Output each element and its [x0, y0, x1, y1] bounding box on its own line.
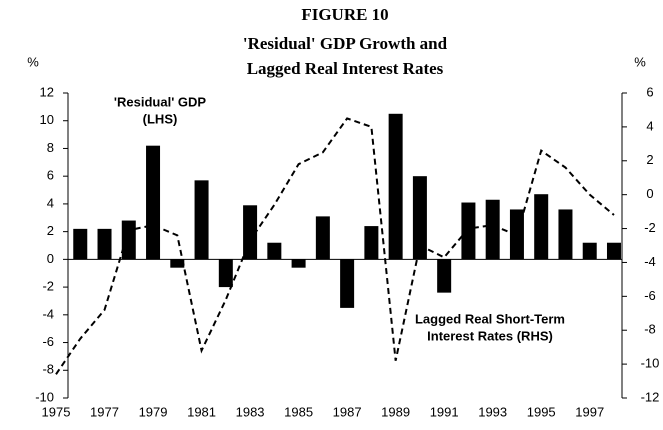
y2-axis-label: %	[634, 54, 646, 69]
bar	[534, 194, 549, 260]
bar	[412, 176, 427, 260]
bar	[485, 199, 500, 260]
bar	[218, 259, 233, 288]
y2-tick-label: 4	[646, 118, 653, 133]
y-tick-label: 10	[40, 112, 54, 127]
y2-tick-label: 2	[646, 152, 653, 167]
bar	[388, 113, 403, 260]
x-tick-label: 1989	[381, 404, 410, 419]
y-tick-label: 0	[47, 251, 54, 266]
bar	[121, 220, 136, 260]
bar	[146, 145, 161, 260]
y-tick-label: -10	[35, 389, 54, 404]
y2-tick-label: -4	[644, 254, 656, 269]
x-tick-label: 1995	[527, 404, 556, 419]
annotation: Interest Rates (RHS)	[427, 328, 553, 343]
y-tick-label: 12	[40, 84, 54, 99]
line	[55, 117, 615, 375]
y2-tick-label: -6	[644, 288, 656, 303]
chart-title: FIGURE 10	[301, 5, 388, 24]
y-tick-label: 6	[47, 168, 54, 183]
annotation: 'Residual' GDP	[114, 94, 206, 109]
y2-tick-label: -12	[641, 389, 660, 404]
bar	[267, 242, 282, 260]
y-tick-label: -8	[42, 362, 54, 377]
bar	[558, 209, 573, 260]
x-tick-label: 1981	[187, 404, 216, 419]
x-tick-label: 1985	[284, 404, 313, 419]
bar	[315, 216, 330, 260]
annotation: (LHS)	[143, 111, 178, 126]
bar	[243, 205, 258, 260]
bar	[364, 226, 379, 260]
x-tick-label: 1997	[575, 404, 604, 419]
bar	[170, 259, 185, 268]
x-tick-label: 1983	[236, 404, 265, 419]
y-axis-label: %	[27, 54, 39, 69]
chart-title: Lagged Real Interest Rates	[247, 59, 444, 78]
y-tick-label: -6	[42, 334, 54, 349]
bar	[437, 259, 452, 293]
y2-tick-label: -2	[644, 220, 656, 235]
bar	[340, 259, 355, 308]
x-tick-label: 1977	[90, 404, 119, 419]
x-tick-label: 1993	[478, 404, 507, 419]
bar	[194, 180, 209, 260]
y2-tick-label: -10	[641, 356, 660, 371]
y-tick-label: -4	[42, 306, 54, 321]
y2-tick-label: -8	[644, 322, 656, 337]
y2-tick-label: 0	[646, 186, 653, 201]
bar	[606, 242, 621, 260]
chart-title: 'Residual' GDP Growth and	[243, 34, 448, 53]
y-tick-label: 4	[47, 195, 54, 210]
x-tick-label: 1975	[42, 404, 71, 419]
y-tick-label: -2	[42, 279, 54, 294]
x-tick-label: 1979	[139, 404, 168, 419]
y-tick-label: 8	[47, 140, 54, 155]
y2-tick-label: 6	[646, 84, 653, 99]
bar	[291, 259, 306, 268]
bar	[97, 228, 112, 260]
annotation: Lagged Real Short-Term	[415, 311, 565, 326]
x-tick-label: 1987	[333, 404, 362, 419]
x-tick-label: 1991	[430, 404, 459, 419]
bar	[461, 202, 476, 260]
y-tick-label: 2	[47, 223, 54, 238]
bar	[73, 228, 88, 260]
bar	[582, 242, 597, 260]
